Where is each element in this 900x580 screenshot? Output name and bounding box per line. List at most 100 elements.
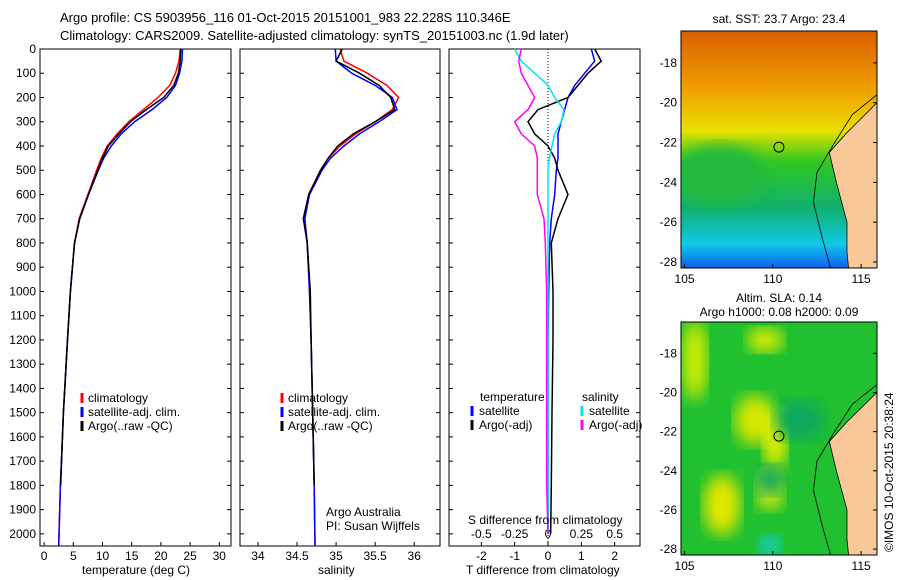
salinity-axes-box: [239, 48, 441, 547]
s-diff-tick-label: -0.25: [501, 527, 529, 541]
salinity-xtick-label: 35: [329, 549, 343, 563]
bathymetry-contour: [813, 384, 877, 555]
legend-label: Argo(..raw -QC): [288, 419, 373, 433]
difference-axes-box: [448, 48, 641, 547]
sst-map-lat-label: -26: [660, 215, 678, 229]
sla-map-lat-label: -24: [660, 464, 678, 478]
sla-map-lat-label: -18: [660, 346, 678, 360]
depth-tick-label: 200: [16, 90, 36, 104]
sst-map-lon-label: 105: [675, 272, 695, 286]
depth-tick-label: 600: [16, 187, 36, 201]
depth-tick-label: 1000: [9, 284, 36, 298]
depth-tick-label: 1700: [9, 454, 36, 468]
depth-tick-label: 1100: [10, 309, 36, 323]
temperature-xtick-label: 25: [183, 549, 197, 563]
sst-map-lat-label: -22: [660, 136, 678, 150]
sst-map-title: sat. SST: 23.7 Argo: 23.4: [713, 12, 846, 26]
legend-label: Argo(-adj): [589, 418, 642, 432]
sla-anomaly: [747, 328, 783, 352]
sst-map-lat-label: -28: [660, 255, 678, 269]
sla-map-lat-label: -20: [660, 385, 678, 399]
depth-tick-label: 500: [16, 163, 36, 177]
sla-map-field: [681, 322, 877, 555]
temperature-xtick-label: 30: [213, 549, 227, 563]
legend-label: satellite: [479, 404, 520, 418]
sla-map-lat-label: -28: [660, 542, 678, 556]
diff-xlabel: T difference from climatology: [466, 563, 620, 577]
depth-tick-label: 900: [16, 260, 36, 274]
difference-xtick-label: -1: [509, 549, 520, 563]
sla-anomaly: [683, 322, 707, 400]
cool-patch: [681, 145, 765, 205]
depth-tick-label: 1900: [9, 503, 36, 517]
sla-map-title: Altim. SLA: 0.14: [736, 291, 822, 305]
figure-labels: Argo profile: CS 5903956_116 01-Oct-2015…: [60, 10, 896, 577]
depth-tick-label: 700: [16, 212, 36, 226]
annotation-2: PI: Susan Wijffels: [326, 519, 420, 533]
sla-map-lon-label: 110: [763, 559, 782, 573]
legend-label: Argo(-adj): [479, 418, 532, 432]
title-line-2: Climatology: CARS2009. Satellite-adjuste…: [60, 28, 569, 43]
depth-tick-label: 800: [16, 236, 36, 250]
difference-series-t-argo-adj-: [527, 48, 603, 534]
difference-xtick-label: 1: [578, 549, 585, 563]
depth-tick-label: 1300: [9, 357, 36, 371]
legend-title-temperature: temperature: [480, 390, 545, 404]
sst-map-lat-label: -20: [660, 96, 678, 110]
difference-xtick-label: 0: [545, 549, 552, 563]
sst-map-field: [681, 31, 877, 268]
land: [828, 102, 877, 268]
maps: 105 110 115 -18 -20 -22 -24 -26 -28 105 110 115 -18 -…: [660, 30, 878, 573]
depth-tick-label: 1400: [9, 381, 36, 395]
depth-tick-label: 300: [16, 115, 36, 129]
argo-float-marker: [773, 430, 785, 442]
temperature-xtick-label: 10: [96, 549, 110, 563]
sla-map-lon-label: 115: [852, 559, 871, 573]
depth-tick-label: 100: [16, 66, 36, 80]
diff-x2label: S difference from climatology: [468, 513, 623, 527]
depth-tick-label: 1500: [9, 406, 36, 420]
salinity-xtick-label: 34: [251, 549, 265, 563]
difference-xtick-label: 2: [611, 549, 618, 563]
sla-map-lon-label: 105: [675, 559, 695, 573]
sst-map-lat-label: -24: [660, 175, 678, 189]
land: [828, 391, 877, 555]
depth-tick-label: 400: [16, 139, 36, 153]
legend-label: climatology: [288, 391, 348, 405]
legend-label: satellite-adj. clim.: [88, 405, 180, 419]
salinity-series-argo-raw-qc-: [302, 48, 396, 486]
sst-map-lon-label: 115: [852, 272, 871, 286]
legend-label: satellite-adj. clim.: [288, 405, 380, 419]
salinity-xtick-label: 34.5: [285, 549, 309, 563]
legend-label: Argo(..raw -QC): [88, 419, 173, 433]
salinity-xtick-label: 36: [408, 549, 422, 563]
argo-float-marker: [773, 141, 785, 153]
temperature-axes-box: [39, 48, 232, 547]
depth-tick-label: 1200: [9, 333, 36, 347]
temperature-xtick-label: 20: [154, 549, 168, 563]
sst-map-lon-label: 110: [763, 272, 782, 286]
sla-map-lat-label: -26: [660, 503, 678, 517]
s-diff-tick-label: -0.5: [471, 527, 492, 541]
temperature-xtick-label: 0: [41, 549, 48, 563]
s-diff-tick-label: 0: [545, 527, 552, 541]
temperature-xtick-label: 15: [125, 549, 139, 563]
depth-tick-label: 0: [29, 42, 36, 56]
temperature-series-argo-raw-qc-: [59, 48, 182, 486]
sla-anomaly: [755, 465, 785, 495]
difference-series-s-argo-adj-: [513, 48, 549, 534]
credit: ©IMOS 10-Oct-2015 20:38:24: [882, 392, 896, 552]
sla-map-axes-box: [680, 321, 878, 556]
profile-axes: 0 5 10 15 20 25 300100200300400500600700800900…: [9, 42, 642, 563]
temp-xlabel: temperature (deg C): [82, 563, 190, 577]
bathymetry-contour: [813, 94, 877, 268]
sal-xlabel: salinity: [318, 563, 355, 577]
s-diff-tick-label: 0.25: [570, 527, 594, 541]
sla-map-lat-label: -22: [660, 425, 678, 439]
annotation-1: Argo Australia: [326, 505, 401, 519]
difference-xtick-label: -2: [476, 549, 487, 563]
legend-label: climatology: [88, 391, 148, 405]
sst-map-axes-box: [680, 30, 878, 269]
sla-map-subtitle: Argo h1000: 0.08 h2000: 0.09: [700, 305, 859, 319]
sla-anomaly: [775, 400, 825, 440]
